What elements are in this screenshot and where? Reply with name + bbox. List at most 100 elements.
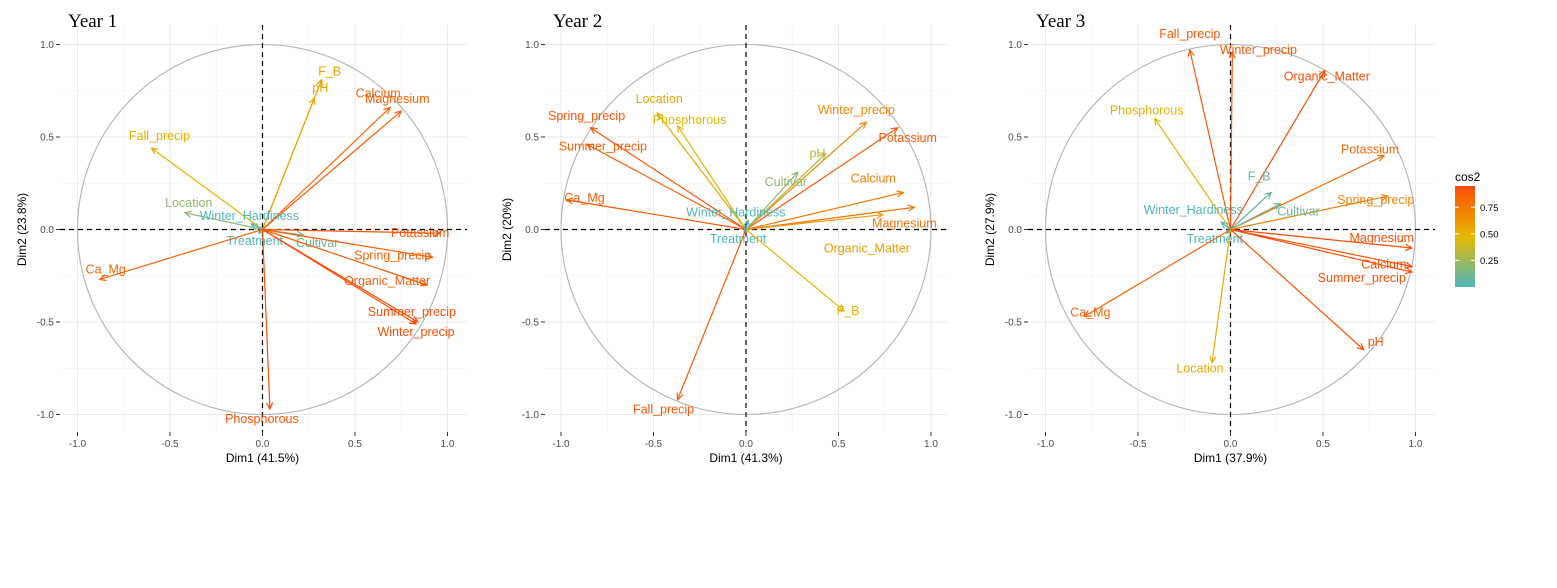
y-tick-label: 0.0: [40, 225, 54, 236]
x-tick-label: -0.5: [645, 439, 663, 450]
x-axis-label: Dim1 (41.5%): [226, 451, 299, 465]
arrow-potassium: [262, 228, 442, 237]
variable-label-magnesium: Magnesium: [1349, 231, 1414, 245]
y-tick-label: 0.5: [525, 133, 539, 144]
variable-label-phosphorous: Phosphorous: [653, 113, 727, 127]
variable-label-winter-hardiness: Winter_Hardiness: [686, 205, 785, 219]
variable-label-ph: pH: [312, 81, 328, 95]
panel-title: Year 3: [1036, 11, 1085, 32]
arrow-magnesium: [262, 110, 403, 230]
variable-label-potassium: Potassium: [1341, 143, 1399, 157]
x-tick-label: 0.5: [832, 439, 846, 450]
x-tick-label: -0.5: [161, 439, 179, 450]
y-tick-label: 1.0: [40, 40, 54, 51]
arrow-ph: [261, 96, 316, 230]
x-tick-label: 1.0: [924, 439, 938, 450]
arrow-winter-precip: [262, 228, 418, 325]
y-tick-label: 0.0: [1008, 225, 1022, 236]
y-tick-label: 1.0: [1008, 40, 1022, 51]
x-tick-label: 0.0: [739, 439, 753, 450]
variable-label-ca-mg: Ca_Mg: [1070, 305, 1110, 319]
variable-label-summer-precip: Summer_precip: [1318, 271, 1406, 285]
y-tick-label: -1.0: [1005, 410, 1023, 421]
arrow-winter-hardiness: [743, 218, 751, 230]
x-tick-label: -0.5: [1129, 439, 1147, 450]
x-tick-label: 0.0: [256, 439, 270, 450]
arrow-fall-precip: [1187, 48, 1232, 230]
y-tick-label: 1.0: [525, 40, 539, 51]
variable-label-cultivar: Cultivar: [765, 175, 807, 189]
arrow-f-b: [745, 229, 846, 312]
arrow-winter-precip: [745, 121, 868, 230]
variable-label-potassium: Potassium: [879, 131, 937, 145]
variable-label-spring-precip: Spring_precip: [354, 248, 431, 262]
variable-label-ph: pH: [810, 147, 826, 161]
variable-label-phosphorous: Phosphorous: [1110, 104, 1184, 118]
x-tick-label: -1.0: [552, 439, 570, 450]
cos2-legend: cos2 0.25 0.50 0.75: [1455, 170, 1499, 287]
variable-label-f-b: F_B: [1248, 170, 1271, 184]
variable-label-spring-precip: Spring_precip: [548, 109, 625, 123]
arrow-summer-precip: [585, 143, 747, 231]
arrow-location: [183, 210, 263, 231]
y-axis-label: Dim2 (20%): [500, 198, 514, 261]
arrow-spring-precip: [1230, 193, 1390, 231]
x-tick-label: 1.0: [441, 439, 455, 450]
variable-label-summer-precip: Summer_precip: [559, 139, 647, 153]
legend-tick-label: 0.50: [1480, 229, 1499, 240]
variable-label-organic-matter: Organic_Matter: [824, 242, 910, 256]
y-tick-label: 0.0: [525, 225, 539, 236]
arrow-potassium: [745, 126, 899, 230]
arrow-ca-mg: [98, 228, 263, 282]
variable-label-fall-precip: Fall_precip: [1159, 27, 1220, 41]
arrow-winter-precip: [1228, 50, 1236, 230]
arrow-location: [1209, 229, 1232, 365]
x-axis-label: Dim1 (41.3%): [709, 451, 782, 465]
arrow-cultivar: [1230, 202, 1282, 231]
arrow-ph: [745, 152, 827, 230]
arrow-summer-precip: [1230, 228, 1414, 275]
arrow-phosphorous: [1153, 117, 1231, 230]
variable-label-treatment: Treatment: [227, 234, 284, 248]
x-tick-label: 0.0: [1224, 439, 1238, 450]
variable-label-fall-precip: Fall_precip: [129, 129, 190, 143]
arrow-ca-mg: [1083, 228, 1231, 318]
legend-color-bar: [1455, 186, 1475, 287]
arrow-calcium: [745, 190, 905, 231]
y-tick-label: -1.0: [37, 410, 55, 421]
arrow-organic-matter: [745, 211, 885, 231]
variable-label-winter-precip: Winter_precip: [818, 103, 895, 117]
x-tick-label: 1.0: [1409, 439, 1423, 450]
arrow-ca-mg: [565, 197, 747, 231]
y-tick-label: 0.5: [40, 133, 54, 144]
x-axis-label: Dim1 (37.9%): [1194, 451, 1267, 465]
arrow-phosphorous: [676, 124, 747, 230]
variable-label-calcium: Calcium: [851, 172, 896, 186]
x-tick-label: -1.0: [69, 439, 87, 450]
variable-label-winter-precip: Winter_precip: [1220, 43, 1297, 57]
x-tick-label: 0.5: [1316, 439, 1330, 450]
variable-label-cultivar: Cultivar: [1277, 205, 1319, 219]
arrow-spring-precip: [589, 126, 747, 231]
variable-label-organic-matter: Organic_Matter: [344, 274, 430, 288]
arrow-fall-precip: [676, 229, 747, 401]
variable-label-calcium: Calcium: [356, 86, 401, 100]
arrow-organic-matter: [262, 228, 429, 287]
variable-label-magnesium: Magnesium: [872, 216, 937, 230]
variable-label-f-b: F_B: [318, 65, 341, 79]
variable-label-magnesium: Magnesium: [365, 92, 430, 106]
variable-label-f-b: F_B: [837, 304, 860, 318]
arrow-fall-precip: [150, 147, 263, 230]
variable-label-winter-precip: Winter_precip: [377, 325, 454, 339]
y-tick-label: -0.5: [37, 318, 55, 329]
variable-label-location: Location: [636, 92, 683, 106]
variable-label-organic-matter: Organic_Matter: [1284, 69, 1370, 83]
y-tick-label: -0.5: [1005, 318, 1023, 329]
variable-label-ca-mg: Ca_Mg: [86, 262, 126, 276]
panel-year-1: -1.0 -0.5 0.0 0.5 1.0 -1.0 -0.5 0.0 0.5 1.0 Dim1 (…: [15, 11, 467, 465]
legend-tick-label: 0.25: [1480, 256, 1499, 267]
variable-label-summer-precip: Summer_precip: [368, 305, 456, 319]
panel-title: Year 1: [68, 11, 117, 32]
arrow-cultivar: [745, 171, 799, 230]
